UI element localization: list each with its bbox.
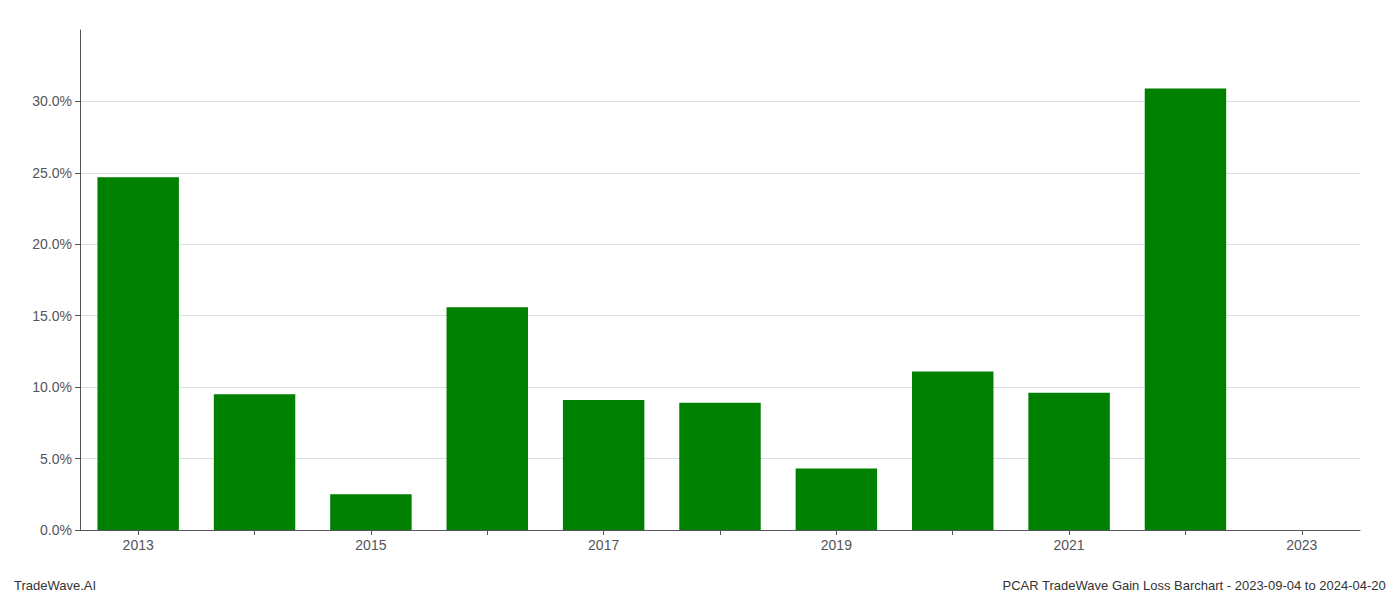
svg-text:20.0%: 20.0% [32,236,72,252]
svg-text:0.0%: 0.0% [40,522,72,538]
svg-text:25.0%: 25.0% [32,165,72,181]
svg-text:10.0%: 10.0% [32,379,72,395]
svg-text:TradeWave.AI: TradeWave.AI [14,578,96,593]
svg-text:2023: 2023 [1286,537,1317,553]
svg-text:PCAR TradeWave Gain Loss Barch: PCAR TradeWave Gain Loss Barchart - 2023… [1003,578,1386,593]
svg-text:30.0%: 30.0% [32,93,72,109]
svg-text:5.0%: 5.0% [40,451,72,467]
svg-text:2019: 2019 [821,537,852,553]
svg-text:2013: 2013 [123,537,154,553]
svg-text:2021: 2021 [1054,537,1085,553]
svg-text:2015: 2015 [355,537,386,553]
svg-text:15.0%: 15.0% [32,308,72,324]
svg-text:2017: 2017 [588,537,619,553]
